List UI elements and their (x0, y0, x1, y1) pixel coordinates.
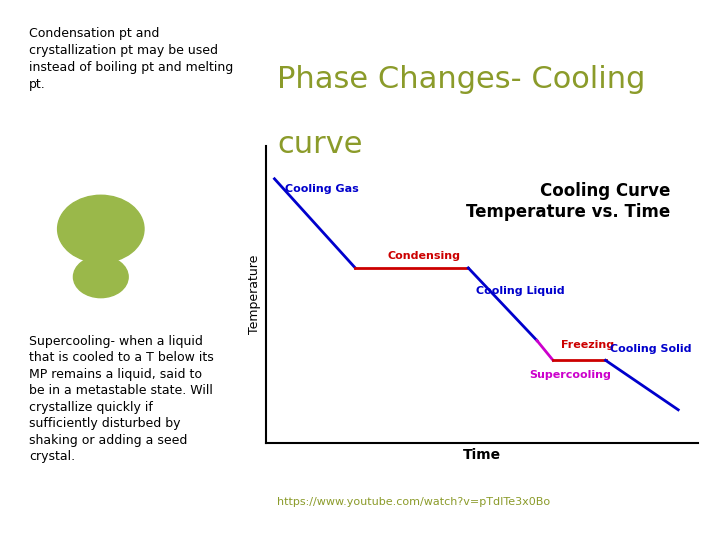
Text: Supercooling: Supercooling (528, 370, 611, 380)
Text: Condensation pt and
crystallization pt may be used
instead of boiling pt and mel: Condensation pt and crystallization pt m… (29, 27, 233, 91)
Ellipse shape (58, 195, 144, 262)
Y-axis label: Temperature: Temperature (248, 255, 261, 334)
Text: Supercooling- when a liquid
that is cooled to a T below its
MP remains a liquid,: Supercooling- when a liquid that is cool… (29, 335, 214, 463)
Text: Condensing: Condensing (387, 251, 461, 261)
Text: Cooling Solid: Cooling Solid (610, 344, 691, 354)
Text: Cooling Curve
Temperature vs. Time: Cooling Curve Temperature vs. Time (466, 182, 670, 221)
Text: Phase Changes- Cooling: Phase Changes- Cooling (277, 65, 646, 94)
Text: Cooling Gas: Cooling Gas (284, 184, 359, 194)
Text: https://www.youtube.com/watch?v=pTdITe3x0Bo: https://www.youtube.com/watch?v=pTdITe3x… (277, 497, 550, 507)
Text: curve: curve (277, 130, 363, 159)
X-axis label: Time: Time (464, 448, 501, 462)
Ellipse shape (73, 256, 128, 298)
Text: Cooling Liquid: Cooling Liquid (477, 286, 565, 296)
Text: Freezing: Freezing (561, 340, 614, 350)
